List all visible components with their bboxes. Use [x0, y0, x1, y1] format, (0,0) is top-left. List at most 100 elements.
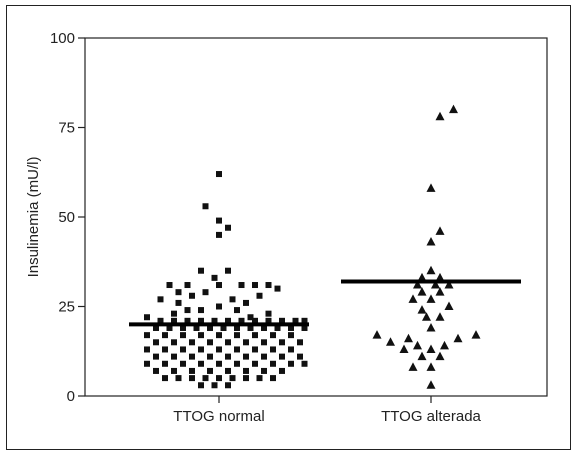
data-point-square	[238, 317, 245, 324]
data-point-triangle	[426, 322, 436, 332]
data-point-square	[171, 353, 177, 360]
data-point-square	[234, 324, 240, 331]
chart-frame	[6, 5, 571, 450]
data-point-square	[301, 360, 308, 367]
data-point-triangle	[440, 340, 449, 350]
data-point-triangle	[426, 344, 436, 353]
data-point-square	[270, 360, 276, 367]
x-tick-label: TTOG alterada	[381, 408, 481, 425]
data-point-square	[216, 360, 222, 367]
data-point-square	[279, 339, 285, 346]
data-point-square	[198, 332, 204, 339]
data-point-triangle	[426, 294, 436, 303]
data-point-square	[292, 317, 299, 324]
data-point-square	[288, 360, 294, 367]
y-tick-label: 0	[67, 388, 75, 405]
data-point-square	[225, 367, 231, 374]
data-point-square	[279, 367, 285, 374]
data-point-triangle	[444, 301, 454, 310]
data-point-square	[144, 360, 150, 367]
data-point-square	[261, 339, 267, 346]
data-point-square	[220, 324, 227, 331]
data-point-triangle	[413, 340, 422, 350]
data-point-square	[216, 231, 222, 238]
data-point-square	[211, 382, 218, 389]
data-point-square	[288, 332, 294, 339]
data-point-square	[288, 324, 294, 331]
data-point-square	[252, 282, 258, 289]
data-point-square	[153, 367, 159, 374]
data-point-square	[180, 346, 186, 353]
y-tick-label: 50	[58, 209, 75, 226]
data-point-square	[256, 375, 263, 382]
data-point-square	[252, 332, 258, 339]
data-points	[144, 104, 481, 389]
data-point-square	[166, 324, 173, 331]
data-point-square	[211, 317, 218, 324]
data-point-triangle	[372, 330, 382, 339]
data-point-square	[261, 367, 267, 374]
data-point-triangle	[435, 226, 445, 235]
data-point-square	[189, 375, 195, 382]
data-point-square	[238, 282, 245, 289]
data-point-square	[175, 299, 182, 306]
data-point-square	[180, 324, 186, 331]
data-point-square	[265, 282, 272, 289]
data-point-triangle	[408, 362, 418, 371]
data-point-square	[198, 346, 204, 353]
data-point-square	[288, 346, 294, 353]
data-point-square	[162, 375, 168, 382]
data-point-square	[162, 360, 168, 367]
data-point-square	[216, 332, 222, 339]
data-point-square	[216, 282, 222, 289]
data-point-triangle	[426, 237, 436, 246]
data-point-square	[243, 367, 249, 374]
data-point-square	[243, 339, 249, 346]
data-point-triangle	[413, 280, 422, 289]
data-point-square	[225, 224, 231, 231]
data-point-triangle	[435, 272, 445, 282]
data-point-square	[198, 307, 204, 314]
data-point-triangle	[435, 312, 445, 321]
data-point-square	[171, 339, 177, 346]
data-point-square	[144, 314, 150, 321]
data-point-triangle	[386, 337, 395, 346]
data-point-triangle	[449, 104, 458, 114]
data-point-square	[216, 303, 222, 310]
data-point-square	[234, 346, 240, 353]
data-point-square	[202, 375, 209, 382]
data-point-square	[270, 332, 276, 339]
data-point-triangle	[399, 344, 409, 353]
data-point-square	[261, 324, 267, 331]
data-point-square	[229, 296, 236, 303]
data-point-square	[144, 332, 150, 339]
data-point-square	[175, 375, 182, 382]
data-point-square	[270, 346, 276, 353]
data-point-square	[207, 353, 213, 360]
data-point-square	[252, 317, 258, 324]
data-point-triangle	[426, 183, 436, 192]
data-point-square	[243, 375, 249, 382]
data-point-square	[189, 367, 195, 374]
data-point-triangle	[435, 111, 445, 121]
data-point-square	[166, 282, 173, 289]
data-point-square	[171, 310, 177, 317]
data-point-square	[198, 317, 204, 324]
data-point-square	[153, 353, 159, 360]
data-point-square	[234, 360, 240, 367]
data-point-square	[297, 353, 303, 360]
data-point-square	[301, 317, 308, 324]
data-point-square	[216, 375, 222, 382]
data-point-square	[202, 203, 209, 210]
data-point-square	[225, 267, 231, 274]
data-point-square	[225, 382, 231, 389]
data-point-triangle	[417, 305, 427, 314]
data-point-square	[243, 299, 249, 306]
data-point-square	[198, 360, 204, 367]
data-point-square	[207, 367, 213, 374]
data-point-triangle	[444, 280, 454, 289]
y-axis-title: Insulinemia (mU/l)	[25, 157, 42, 278]
data-point-square	[234, 307, 240, 314]
data-point-square	[207, 339, 213, 346]
